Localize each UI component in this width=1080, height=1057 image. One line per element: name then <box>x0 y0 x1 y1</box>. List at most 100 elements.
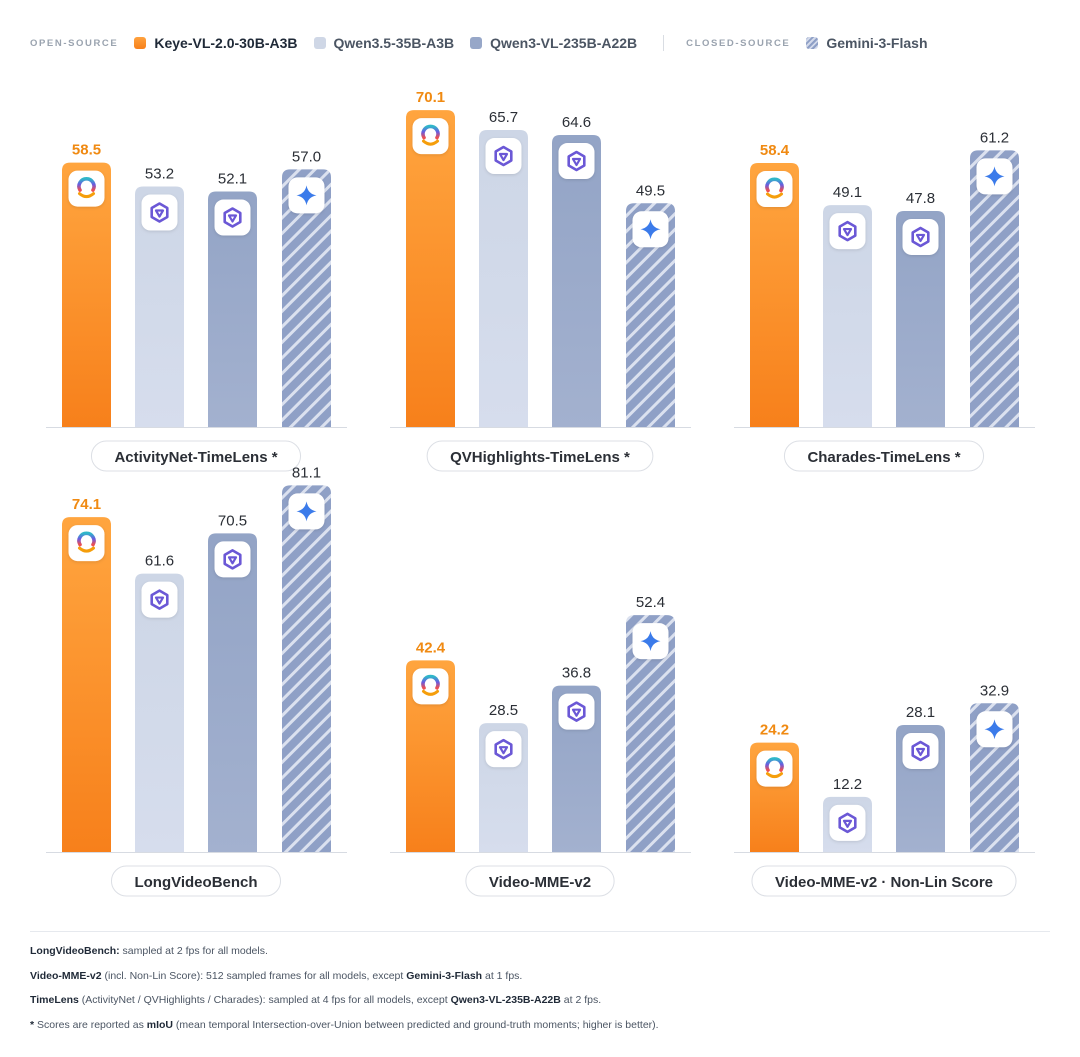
value-label-3: 36.8 <box>562 665 591 682</box>
footnote-3-bold-2: Qwen3-VL-235B-A22B <box>450 994 561 1007</box>
footnote-1-text: sampled at 2 fps for all models. <box>119 945 268 957</box>
legend-swatch-keye <box>134 37 147 49</box>
chart-title-pill-bg <box>783 440 985 472</box>
legend-open-source-label: OPEN-SOURCE <box>30 37 119 49</box>
legend-item-qwen3vl-label: Qwen3-VL-235B-A22B <box>490 35 638 51</box>
footnote-timelens: TimeLens (ActivityNet / QVHighlights / C… <box>30 994 1050 1006</box>
keye-logo-1-icon <box>756 750 793 787</box>
footnote-1-bold: LongVideoBench: <box>30 945 120 957</box>
bar-4 <box>282 485 331 852</box>
bar-3 <box>208 191 257 427</box>
gemini-sparkle-4-icon <box>288 493 325 530</box>
chart-title-pill: ActivityNet-TimeLens * <box>90 440 302 472</box>
keye-logo-1-icon <box>756 171 793 208</box>
value-label-1: 24.2 <box>760 722 789 739</box>
footnote-3-bold-1: TimeLens <box>30 994 79 1007</box>
value-label-1: 70.1 <box>416 89 445 106</box>
value-label-4: 57.0 <box>292 148 321 165</box>
legend-swatch-gemini <box>806 37 819 49</box>
legend-swatch-qwen3vl <box>470 37 483 49</box>
value-label-4: 32.9 <box>980 682 1009 699</box>
value-label-1: 42.4 <box>416 639 446 656</box>
chart-title: ActivityNet-TimeLens * <box>114 449 277 466</box>
bar-4 <box>970 150 1019 427</box>
value-label-2: 61.6 <box>145 553 174 570</box>
chart-panel-3: 58.4 49.1 47.8 61.2 Charades-TimeLens * <box>734 129 1035 472</box>
qwen-logo-2-icon <box>141 194 178 231</box>
footnote-2-text-1: (incl. Non-Lin Score): 512 sampled frame… <box>101 969 407 982</box>
chart-title: Video-MME-v2 <box>489 874 591 891</box>
chart-title-pill: Charades-TimeLens * <box>783 440 985 472</box>
keye-logo-1-icon <box>412 668 449 705</box>
footnote-4-bold-1: * <box>30 1018 35 1031</box>
chart-title: LongVideoBench <box>134 874 257 891</box>
legend-item-gemini-label: Gemini-3-Flash <box>826 35 928 51</box>
chart-panel-6: 24.2 12.2 28.1 32.9 Video-MME-v2 · Non-Lin S… <box>734 682 1035 897</box>
value-label-3: 64.6 <box>562 114 591 131</box>
qwen-logo-3-icon <box>558 143 595 180</box>
bar-4 <box>626 615 675 852</box>
footnote-2-bold-1: Video-MME-v2 <box>30 969 102 982</box>
qwen-logo-2-icon <box>141 581 178 618</box>
bar-3 <box>896 210 945 427</box>
chart-panel-4: 74.1 61.6 70.5 81.1 LongVideoBench <box>46 464 347 897</box>
value-label-3: 47.8 <box>906 190 935 207</box>
bar-4 <box>282 169 331 428</box>
chart-title-pill-bg <box>110 865 282 897</box>
keye-logo-1-icon <box>68 170 105 207</box>
chart-panel-1: 58.5 53.2 52.1 57.0 ActivityNet-TimeLens * <box>46 142 347 472</box>
footnote-4-text-1: Scores are reported as <box>34 1018 147 1031</box>
chart-title-pill-bg <box>751 865 1017 897</box>
chart-title: Charades-TimeLens * <box>807 449 960 466</box>
chart-title-pill-bg <box>90 440 302 472</box>
legend-item-gemini: Gemini-3-Flash <box>806 35 928 51</box>
legend: OPEN-SOURCE Keye-VL-2.0-30B-A3B Qwen3.5-… <box>30 33 944 53</box>
legend-item-keye: Keye-VL-2.0-30B-A3B <box>134 35 298 51</box>
value-label-1: 58.5 <box>72 142 101 159</box>
bar-1 <box>62 517 111 852</box>
bar-3 <box>208 533 257 852</box>
chart-panel-5: 42.4 28.5 36.8 52.4 Video-MME-v2 <box>390 594 691 897</box>
footnote-2-bold-2: Gemini-3-Flash <box>406 969 483 982</box>
bar-1 <box>62 162 111 427</box>
keye-logo-1-icon <box>68 525 105 562</box>
footnote-3-text-2: at 2 fps. <box>560 994 602 1007</box>
qwen-logo-3-icon <box>902 732 939 769</box>
qwen-logo-3-icon <box>902 218 939 255</box>
chart-title-pill: Video-MME-v2 · Non-Lin Score <box>751 865 1017 897</box>
footnote-longvideobench: LongVideoBench: sampled at 2 fps for all… <box>30 945 1050 957</box>
qwen-logo-2-icon <box>485 138 522 175</box>
value-label-4: 61.2 <box>980 129 1009 146</box>
bar-charts: 58.5 53.2 52.1 57.0 ActivityNet-TimeLens * 70… <box>46 89 1035 897</box>
bar-3 <box>552 135 601 427</box>
value-label-4: 49.5 <box>636 182 665 199</box>
qwen-logo-3-icon <box>558 693 595 730</box>
bar-4 <box>626 203 675 427</box>
bar-1 <box>750 163 799 428</box>
qwen-logo-2-icon <box>485 731 522 768</box>
chart-title-pill: QVHighlights-TimeLens * <box>426 440 654 472</box>
gemini-sparkle-4-icon <box>632 211 669 248</box>
chart-title-pill: Video-MME-v2 <box>465 865 615 897</box>
gemini-sparkle-4-icon <box>976 158 1013 195</box>
value-label-3: 28.1 <box>906 704 935 721</box>
bar-1 <box>406 110 455 427</box>
footnote-video-mme: Video-MME-v2 (incl. Non-Lin Score): 512 … <box>30 970 1050 982</box>
chart-title-pill-bg <box>426 440 654 472</box>
bar-1 <box>406 660 455 852</box>
bar-2 <box>135 186 184 427</box>
qwen-logo-2-icon <box>829 213 866 250</box>
bar-2 <box>823 205 872 427</box>
keye-logo-1-icon <box>412 118 449 155</box>
footnote-miou: * Scores are reported as mIoU (mean temp… <box>30 1019 1050 1031</box>
footnote-2-text-2: at 1 fps. <box>482 969 523 982</box>
footnotes: LongVideoBench: sampled at 2 fps for all… <box>30 931 1050 1043</box>
legend-divider <box>663 35 665 51</box>
value-label-4: 81.1 <box>292 464 321 481</box>
value-label-1: 58.4 <box>760 142 790 159</box>
legend-item-qwen35-label: Qwen3.5-35B-A3B <box>333 35 455 51</box>
value-label-2: 49.1 <box>833 184 862 201</box>
value-label-3: 70.5 <box>218 512 247 529</box>
qwen-logo-2-icon <box>829 804 866 841</box>
footnote-4-bold-2: mIoU <box>146 1018 173 1031</box>
